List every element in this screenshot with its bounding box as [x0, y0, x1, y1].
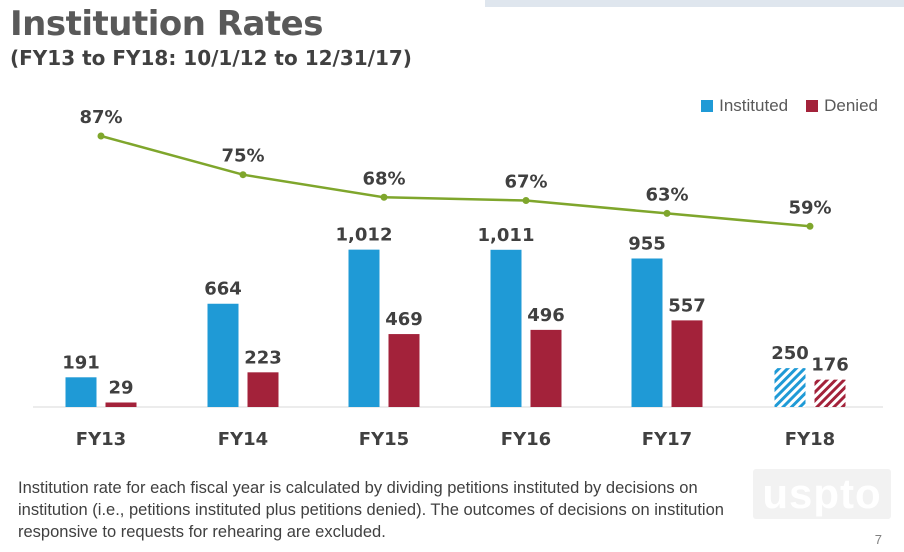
uspto-logo: uspto: [753, 469, 891, 519]
chart-legend: Instituted Denied: [701, 96, 878, 116]
x-tick-label-fy18: FY18: [785, 429, 835, 450]
data-label-denied-fy15: 469: [385, 309, 423, 330]
data-label-instituted-fy18: 250: [771, 343, 809, 364]
rate-label-fy16: 67%: [504, 172, 547, 193]
rate-label-fy15: 68%: [362, 168, 405, 189]
data-label-denied-fy17: 557: [668, 295, 706, 316]
rate-label-fy14: 75%: [221, 146, 264, 167]
data-label-denied-fy14: 223: [244, 347, 282, 368]
rate-point-fy17: [663, 209, 671, 217]
rate-label-fy13: 87%: [79, 107, 122, 128]
x-tick-label-fy17: FY17: [642, 429, 692, 450]
rate-point-fy13: [97, 132, 105, 140]
data-label-instituted-fy15: 1,012: [336, 225, 393, 246]
bar-instituted-fy14: [207, 303, 239, 407]
institution-rate-line: [100, 134, 811, 228]
rate-point-fy15: [380, 193, 388, 201]
bar-denied-fy15: [388, 334, 420, 407]
page-number: 7: [874, 532, 882, 547]
data-label-denied-fy16: 496: [527, 305, 565, 326]
rate-point-fy18: [806, 222, 814, 230]
data-label-instituted-fy16: 1,011: [478, 225, 535, 246]
x-tick-label-fy14: FY14: [218, 429, 268, 450]
rate-point-fy14: [239, 171, 247, 179]
data-label-instituted-fy13: 191: [62, 352, 100, 373]
legend-label-denied: Denied: [824, 96, 878, 115]
header-decor-band: [485, 0, 904, 7]
data-label-instituted-fy17: 955: [628, 233, 666, 254]
page-subtitle: (FY13 to FY18: 10/1/12 to 12/31/17): [10, 46, 412, 70]
data-label-denied-fy13: 29: [108, 377, 133, 398]
x-tick-label-fy15: FY15: [359, 429, 409, 450]
bar-instituted-fy16: [490, 249, 522, 407]
data-label-denied-fy18: 176: [811, 355, 849, 376]
rate-point-fy16: [522, 197, 530, 204]
bar-instituted-fy13: [65, 377, 97, 407]
legend-label-instituted: Instituted: [719, 96, 789, 115]
bar-denied-fy13: [105, 402, 137, 407]
bar-denied-fy17: [671, 320, 703, 407]
legend-swatch-denied: [806, 100, 819, 112]
bar-denied-fy18: [814, 379, 846, 407]
x-tick-label-fy16: FY16: [501, 429, 551, 450]
bar-denied-fy14: [247, 372, 279, 407]
bar-denied-fy16: [530, 329, 562, 407]
legend-item-denied: Denied: [806, 96, 878, 116]
legend-swatch-instituted: [701, 100, 714, 112]
data-label-instituted-fy14: 664: [204, 279, 242, 300]
rate-label-fy17: 63%: [645, 184, 688, 205]
bar-instituted-fy17: [631, 258, 663, 407]
legend-item-instituted: Instituted: [701, 96, 788, 116]
footnote: Institution rate for each fiscal year is…: [18, 479, 724, 541]
bar-instituted-fy18: [774, 368, 806, 407]
bar-instituted-fy15: [348, 249, 380, 407]
rate-label-fy18: 59%: [788, 197, 831, 218]
x-tick-label-fy13: FY13: [76, 429, 126, 450]
page-title: Institution Rates: [10, 4, 323, 44]
